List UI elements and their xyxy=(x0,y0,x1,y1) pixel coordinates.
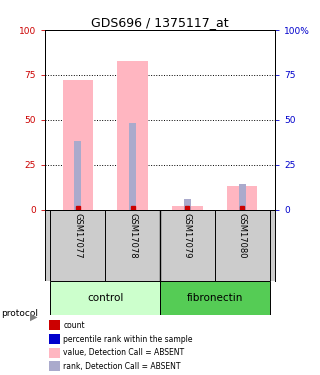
Bar xyxy=(50,282,160,315)
Bar xyxy=(160,282,270,315)
Bar xyxy=(172,206,203,210)
Bar xyxy=(49,361,60,371)
Bar xyxy=(75,141,81,210)
Text: protocol: protocol xyxy=(2,309,39,318)
Bar xyxy=(184,199,191,210)
Bar xyxy=(129,123,136,210)
Title: GDS696 / 1375117_at: GDS696 / 1375117_at xyxy=(91,16,229,29)
Text: count: count xyxy=(63,321,85,330)
Text: GSM17077: GSM17077 xyxy=(73,213,82,259)
Text: GSM17078: GSM17078 xyxy=(128,213,137,259)
Bar xyxy=(227,186,257,210)
Text: ▶: ▶ xyxy=(30,312,38,322)
Bar xyxy=(49,348,60,358)
Bar xyxy=(63,80,93,210)
Text: GSM17080: GSM17080 xyxy=(238,213,247,259)
Text: control: control xyxy=(87,293,123,303)
Bar xyxy=(117,60,148,210)
Bar xyxy=(239,184,245,210)
Text: GSM17079: GSM17079 xyxy=(183,213,192,259)
Bar xyxy=(49,320,60,330)
Bar xyxy=(49,334,60,344)
Text: percentile rank within the sample: percentile rank within the sample xyxy=(63,335,193,344)
Text: rank, Detection Call = ABSENT: rank, Detection Call = ABSENT xyxy=(63,362,181,371)
Text: value, Detection Call = ABSENT: value, Detection Call = ABSENT xyxy=(63,348,184,357)
Text: fibronectin: fibronectin xyxy=(187,293,243,303)
